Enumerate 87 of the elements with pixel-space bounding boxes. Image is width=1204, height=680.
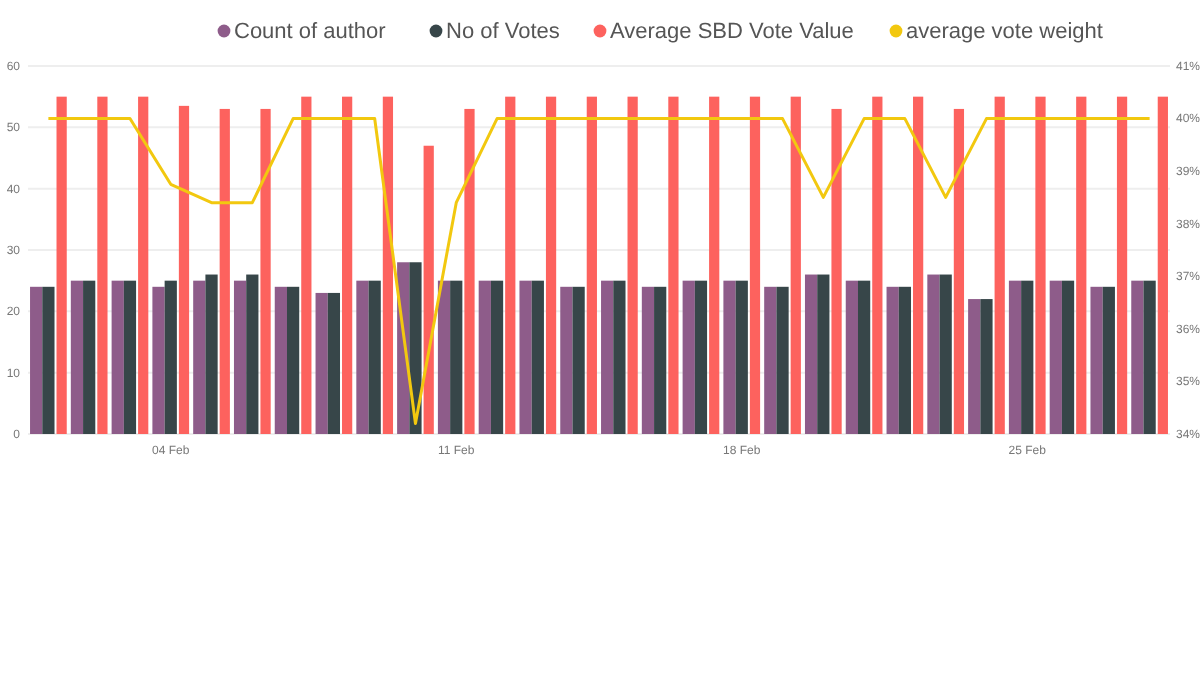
bar <box>490 280 504 434</box>
bar <box>613 280 626 434</box>
bar <box>927 274 940 434</box>
bar <box>572 286 585 434</box>
bar <box>531 280 544 434</box>
bar <box>315 292 328 434</box>
bar <box>301 96 312 434</box>
bar <box>519 280 532 434</box>
bar <box>205 274 218 434</box>
bar <box>56 96 67 434</box>
bar <box>939 274 952 434</box>
bar <box>1157 96 1168 434</box>
bar <box>601 280 614 434</box>
bar <box>694 280 708 434</box>
bar <box>857 280 871 434</box>
line-series <box>46 117 1152 425</box>
bar <box>723 280 736 434</box>
bar <box>545 96 557 434</box>
legend-label: No of Votes <box>446 20 561 44</box>
bar <box>423 145 434 434</box>
bar <box>898 286 912 434</box>
bar <box>968 299 981 434</box>
bar <box>953 108 965 434</box>
bar <box>464 108 475 434</box>
bar <box>111 280 124 434</box>
bar <box>1008 280 1022 434</box>
bar <box>246 274 259 434</box>
bar <box>1049 280 1062 434</box>
bar <box>1061 280 1075 434</box>
bar <box>913 96 924 434</box>
bar <box>817 274 830 434</box>
bar <box>709 96 720 434</box>
legend-label: Average SBD Vote Value <box>610 20 854 44</box>
bar <box>682 280 695 434</box>
bar <box>776 286 789 434</box>
bar <box>586 96 597 434</box>
bar <box>83 280 96 434</box>
legend-label: Count of author <box>234 20 387 44</box>
bar <box>178 105 190 434</box>
bar <box>641 286 655 434</box>
bar <box>123 280 137 434</box>
bar <box>790 96 801 434</box>
legend-label: average vote weight <box>906 20 1103 44</box>
bar <box>1035 96 1046 434</box>
bar <box>152 286 165 434</box>
bar <box>478 280 491 434</box>
bar <box>193 280 206 434</box>
bar <box>654 286 667 434</box>
bar <box>219 108 230 434</box>
bar <box>831 108 842 434</box>
bar <box>668 96 679 434</box>
bar <box>368 280 381 434</box>
bar <box>1090 286 1103 434</box>
bar <box>327 292 341 434</box>
bar <box>286 286 300 434</box>
bar <box>138 96 149 434</box>
bar <box>30 286 43 434</box>
bar <box>735 280 748 434</box>
bar <box>274 286 287 434</box>
bar <box>42 286 55 434</box>
bar <box>627 96 638 434</box>
bar <box>356 280 369 434</box>
bar <box>886 286 899 434</box>
bar <box>1116 96 1128 434</box>
bar <box>97 96 108 434</box>
bar <box>342 96 353 434</box>
bar <box>1102 286 1115 434</box>
bar <box>1076 96 1087 434</box>
bar <box>804 274 818 434</box>
bar <box>505 96 516 434</box>
bar <box>994 96 1005 434</box>
bar <box>560 286 573 434</box>
bar <box>450 280 463 434</box>
bar <box>233 280 247 434</box>
bar <box>437 280 451 434</box>
bar <box>1131 280 1144 434</box>
bar <box>749 96 761 434</box>
bar <box>1021 280 1034 434</box>
bar <box>872 96 883 434</box>
bar <box>164 280 177 434</box>
bar <box>845 280 858 434</box>
bar <box>1143 280 1156 434</box>
bar <box>260 108 271 434</box>
bar <box>980 299 993 434</box>
bar <box>382 96 394 434</box>
bar <box>70 280 84 434</box>
bar <box>764 286 777 434</box>
